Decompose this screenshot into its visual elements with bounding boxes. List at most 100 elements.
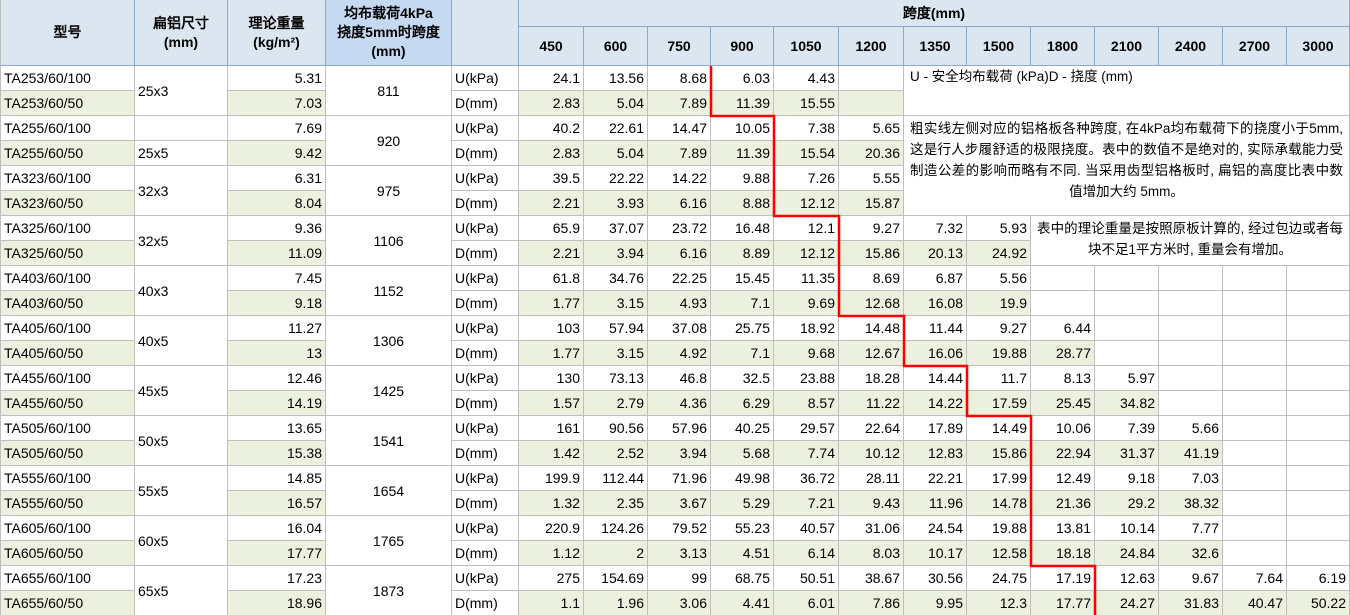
span-column-header: 1050 (774, 27, 839, 66)
deflection-value: 6.14 (774, 541, 839, 566)
load-value: 57.96 (648, 416, 711, 441)
load-value: 49.98 (711, 466, 774, 491)
deflection-value: 5.68 (711, 441, 774, 466)
load-value: 22.22 (584, 166, 648, 191)
row-label: D(mm) (452, 391, 519, 416)
deflection-value: 11.22 (839, 391, 904, 416)
row-label: D(mm) (452, 541, 519, 566)
empty-cell (1095, 266, 1159, 291)
weight: 11.27 (228, 316, 326, 341)
flat-bar-size: 25x5 (135, 141, 228, 166)
deflection-value: 20.13 (904, 241, 967, 266)
deflection-value: 5.29 (711, 491, 774, 516)
load-value: 24.54 (904, 516, 967, 541)
deflection-value: 3.94 (584, 241, 648, 266)
load-value: 99 (648, 566, 711, 591)
empty-cell (1031, 266, 1095, 291)
empty-cell (1223, 291, 1287, 316)
load-value: 40.2 (519, 116, 584, 141)
model-name: TA255/60/100 (0, 116, 135, 141)
load-value: 14.49 (967, 416, 1031, 441)
load-value: 15.45 (711, 266, 774, 291)
model-name: TA405/60/50 (0, 341, 135, 366)
flat-bar-size: 55x5 (135, 466, 228, 516)
flat-bar-size: 50x5 (135, 416, 228, 466)
load-value: 36.72 (774, 466, 839, 491)
empty-cell (1287, 441, 1350, 466)
load-value: 103 (519, 316, 584, 341)
load-value: 40.57 (774, 516, 839, 541)
empty-cell (1159, 291, 1223, 316)
size-header: 扁铝尺寸 (mm) (135, 0, 228, 66)
empty-cell (1159, 341, 1223, 366)
max-span: 1541 (326, 416, 452, 466)
load-value: 5.56 (967, 266, 1031, 291)
load-value: 30.56 (904, 566, 967, 591)
row-label: U(kPa) (452, 116, 519, 141)
deflection-value: 19.88 (967, 341, 1031, 366)
note: U - 安全均布载荷 (kPa)D - 挠度 (mm) (904, 66, 1350, 116)
model-name: TA253/60/100 (0, 66, 135, 91)
load-value: 220.9 (519, 516, 584, 541)
empty-cell (839, 91, 904, 116)
load-value: 7.03 (1159, 466, 1223, 491)
max-span: 1765 (326, 516, 452, 566)
max-span: 1106 (326, 216, 452, 266)
deflection-value: 14.22 (904, 391, 967, 416)
model-name: TA655/60/50 (0, 591, 135, 615)
deflection-value: 4.41 (711, 591, 774, 615)
flat-bar-size: 65x5 (135, 566, 228, 615)
row-label: D(mm) (452, 241, 519, 266)
load-value: 68.75 (711, 566, 774, 591)
load-value: 112.44 (584, 466, 648, 491)
empty-cell (1223, 266, 1287, 291)
header-line: (mm) (163, 33, 199, 50)
load-value: 10.06 (1031, 416, 1095, 441)
row-label: U(kPa) (452, 266, 519, 291)
model-name: TA323/60/50 (0, 191, 135, 216)
empty-cell (1223, 466, 1287, 491)
model-name: TA505/60/50 (0, 441, 135, 466)
span-column-header: 600 (584, 27, 648, 66)
deflection-value: 17.59 (967, 391, 1031, 416)
model-name: TA403/60/100 (0, 266, 135, 291)
row-label: D(mm) (452, 591, 519, 615)
load-value: 29.57 (774, 416, 839, 441)
empty-cell (1287, 541, 1350, 566)
weight: 9.42 (228, 141, 326, 166)
row-label: U(kPa) (452, 66, 519, 91)
load-value: 17.99 (967, 466, 1031, 491)
span-column-header: 2400 (1159, 27, 1223, 66)
load-value: 22.25 (648, 266, 711, 291)
load-value: 37.08 (648, 316, 711, 341)
max-span: 1425 (326, 366, 452, 416)
load-value: 5.97 (1095, 366, 1159, 391)
deflection-value: 8.57 (774, 391, 839, 416)
weight: 8.04 (228, 191, 326, 216)
deflection-value: 9.68 (774, 341, 839, 366)
load-value: 24.75 (967, 566, 1031, 591)
deflection-value: 12.67 (839, 341, 904, 366)
model-name: TA555/60/100 (0, 466, 135, 491)
span-header: 均布载荷4kPa 挠度5mm时跨度 (mm) (326, 0, 452, 66)
deflection-value: 8.88 (711, 191, 774, 216)
weight: 9.18 (228, 291, 326, 316)
load-value: 14.48 (839, 316, 904, 341)
deflection-value: 7.89 (648, 91, 711, 116)
empty-cell (1223, 516, 1287, 541)
load-value: 31.06 (839, 516, 904, 541)
deflection-value: 6.29 (711, 391, 774, 416)
deflection-value: 12.68 (839, 291, 904, 316)
deflection-value: 22.94 (1031, 441, 1095, 466)
load-value: 5.66 (1159, 416, 1223, 441)
load-value: 7.39 (1095, 416, 1159, 441)
max-span: 1152 (326, 266, 452, 316)
load-value: 23.72 (648, 216, 711, 241)
empty-cell (1159, 316, 1223, 341)
load-value: 14.44 (904, 366, 967, 391)
deflection-value: 24.84 (1095, 541, 1159, 566)
flat-bar-size: 45x5 (135, 366, 228, 416)
deflection-value: 2 (584, 541, 648, 566)
deflection-value: 1.57 (519, 391, 584, 416)
header-line: (mm) (371, 43, 406, 59)
